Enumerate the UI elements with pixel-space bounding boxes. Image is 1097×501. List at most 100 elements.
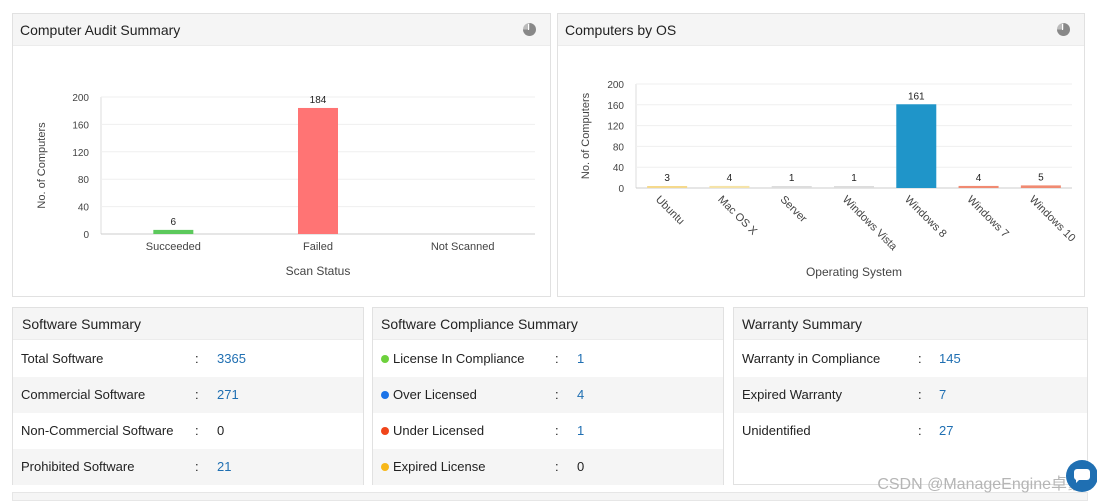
- row-separator: :: [195, 351, 199, 366]
- row-value-link[interactable]: 1: [577, 423, 585, 438]
- y-tick-label: 40: [78, 203, 90, 214]
- row-value-link[interactable]: 27: [939, 423, 954, 438]
- x-tick-label: Windows 7: [964, 194, 1011, 241]
- y-tick-label: 80: [613, 142, 625, 153]
- x-tick-label: Windows 10: [1027, 194, 1078, 245]
- row-separator: :: [555, 351, 559, 366]
- row-separator: :: [195, 423, 199, 438]
- row-value-link[interactable]: 7: [939, 387, 947, 402]
- summary-row: Commercial Software: 271: [13, 377, 363, 413]
- row-value-link[interactable]: 1: [577, 351, 585, 366]
- bar: [896, 104, 937, 188]
- y-tick-label: 40: [613, 163, 625, 174]
- software-rows: Total Software: 3365 Commercial Software: 2…: [13, 341, 363, 485]
- row-label: Under Licensed: [381, 413, 484, 449]
- x-tick-label: Ubuntu: [653, 194, 687, 228]
- x-tick-label: Succeeded: [146, 241, 201, 253]
- row-separator: :: [918, 351, 922, 366]
- row-label: Non-Commercial Software: [21, 423, 174, 438]
- row-separator: :: [555, 423, 559, 438]
- bar: [958, 185, 999, 188]
- row-value-link[interactable]: 145: [939, 351, 961, 366]
- row-value-link[interactable]: 3365: [217, 351, 246, 366]
- status-dot-icon: [381, 391, 389, 399]
- row-value-link[interactable]: 271: [217, 387, 239, 402]
- bar-value-label: 5: [1038, 172, 1044, 183]
- pie-chart-icon[interactable]: [1057, 23, 1070, 36]
- row-label: License In Compliance: [381, 341, 525, 377]
- bar-value-label: 1: [851, 173, 857, 184]
- y-axis-title: No. of Computers: [36, 122, 48, 209]
- panel-title: Computers by OS: [565, 22, 677, 38]
- row-label: Expired Warranty: [742, 387, 842, 402]
- chat-icon[interactable]: [1066, 460, 1097, 492]
- bar-value-label: 184: [310, 95, 327, 106]
- os-bar-chart: 0 40 80 120 160 200 3 Ubuntu 4 Mac OS X 1 Server 1 Wi…: [580, 80, 1078, 279]
- row-label: Over Licensed: [381, 377, 477, 413]
- bar: [1020, 185, 1061, 188]
- compliance-rows: License In Compliance: 1 Over Licensed: 4 Un…: [373, 341, 723, 485]
- y-tick-label: 0: [618, 184, 624, 195]
- row-separator: :: [918, 387, 922, 402]
- y-tick-label: 200: [607, 80, 624, 91]
- bar: [709, 185, 750, 188]
- x-tick-label: Mac OS X: [715, 194, 759, 238]
- bar-value-label: 1: [789, 173, 795, 184]
- row-label: Total Software: [21, 351, 104, 366]
- panel-title: Warranty Summary: [742, 316, 863, 332]
- panel-header: Software Compliance Summary: [373, 308, 723, 340]
- computer-audit-summary-panel: Computer Audit Summary 0 40 80 120 160 200 6 Su…: [12, 13, 551, 297]
- row-value-link: 0: [577, 459, 585, 474]
- row-separator: :: [195, 387, 199, 402]
- bar-value-label: 161: [908, 91, 925, 102]
- bar-value-label: 6: [171, 217, 177, 228]
- panel-header: Software Summary: [13, 308, 363, 340]
- x-axis-title: Scan Status: [286, 264, 351, 278]
- bar: [647, 186, 688, 188]
- summary-row: Prohibited Software: 21: [13, 449, 363, 485]
- summary-row: Under Licensed: 1: [373, 413, 723, 449]
- row-label: Commercial Software: [21, 387, 146, 402]
- status-dot-icon: [381, 463, 389, 471]
- panel-header: Computers by OS: [558, 14, 1084, 46]
- summary-row: Unidentified: 27: [734, 413, 1087, 449]
- panel-header: Computer Audit Summary: [13, 14, 550, 46]
- x-tick-label: Windows Vista: [840, 194, 900, 254]
- status-dot-icon: [381, 355, 389, 363]
- summary-row: Warranty in Compliance: 145: [734, 341, 1087, 377]
- row-value-link[interactable]: 4: [577, 387, 585, 402]
- summary-row: Expired License: 0: [373, 449, 723, 485]
- summary-row: License In Compliance: 1: [373, 341, 723, 377]
- y-tick-label: 120: [607, 122, 624, 133]
- row-value-link: 0: [217, 423, 225, 438]
- summary-row: Non-Commercial Software: 0: [13, 413, 363, 449]
- pie-chart-icon[interactable]: [523, 23, 536, 36]
- warranty-summary-panel: Warranty Summary Warranty in Compliance:…: [733, 307, 1088, 485]
- y-tick-label: 160: [607, 101, 624, 112]
- row-label: Prohibited Software: [21, 459, 135, 474]
- y-axis-title: No. of Computers: [580, 92, 592, 179]
- y-tick-label: 200: [72, 93, 89, 104]
- bar: [834, 186, 874, 188]
- panel-title: Software Compliance Summary: [381, 316, 578, 332]
- bar: [298, 107, 338, 234]
- y-tick-label: 0: [83, 230, 89, 241]
- bar-value-label: 4: [727, 173, 733, 184]
- row-separator: :: [918, 423, 922, 438]
- summary-row: Over Licensed: 4: [373, 377, 723, 413]
- bar-value-label: 3: [664, 173, 670, 184]
- panel-header: Warranty Summary: [734, 308, 1087, 340]
- x-tick-label: Failed: [303, 241, 333, 253]
- row-label: Unidentified: [742, 423, 811, 438]
- software-summary-panel: Software Summary Total Software: 3365 Comm…: [12, 307, 364, 485]
- row-separator: :: [555, 387, 559, 402]
- bar: [153, 229, 194, 234]
- x-tick-label: Windows 8: [902, 194, 949, 241]
- warranty-rows: Warranty in Compliance: 145 Expired Warran…: [734, 341, 1087, 449]
- audit-bar-chart: 0 40 80 120 160 200 6 Succeeded 184 Failed Not Sca…: [36, 93, 535, 278]
- bar: [771, 186, 812, 188]
- summary-row: Total Software: 3365: [13, 341, 363, 377]
- row-value-link[interactable]: 21: [217, 459, 232, 474]
- row-separator: :: [555, 459, 559, 474]
- row-label: Expired License: [381, 449, 486, 485]
